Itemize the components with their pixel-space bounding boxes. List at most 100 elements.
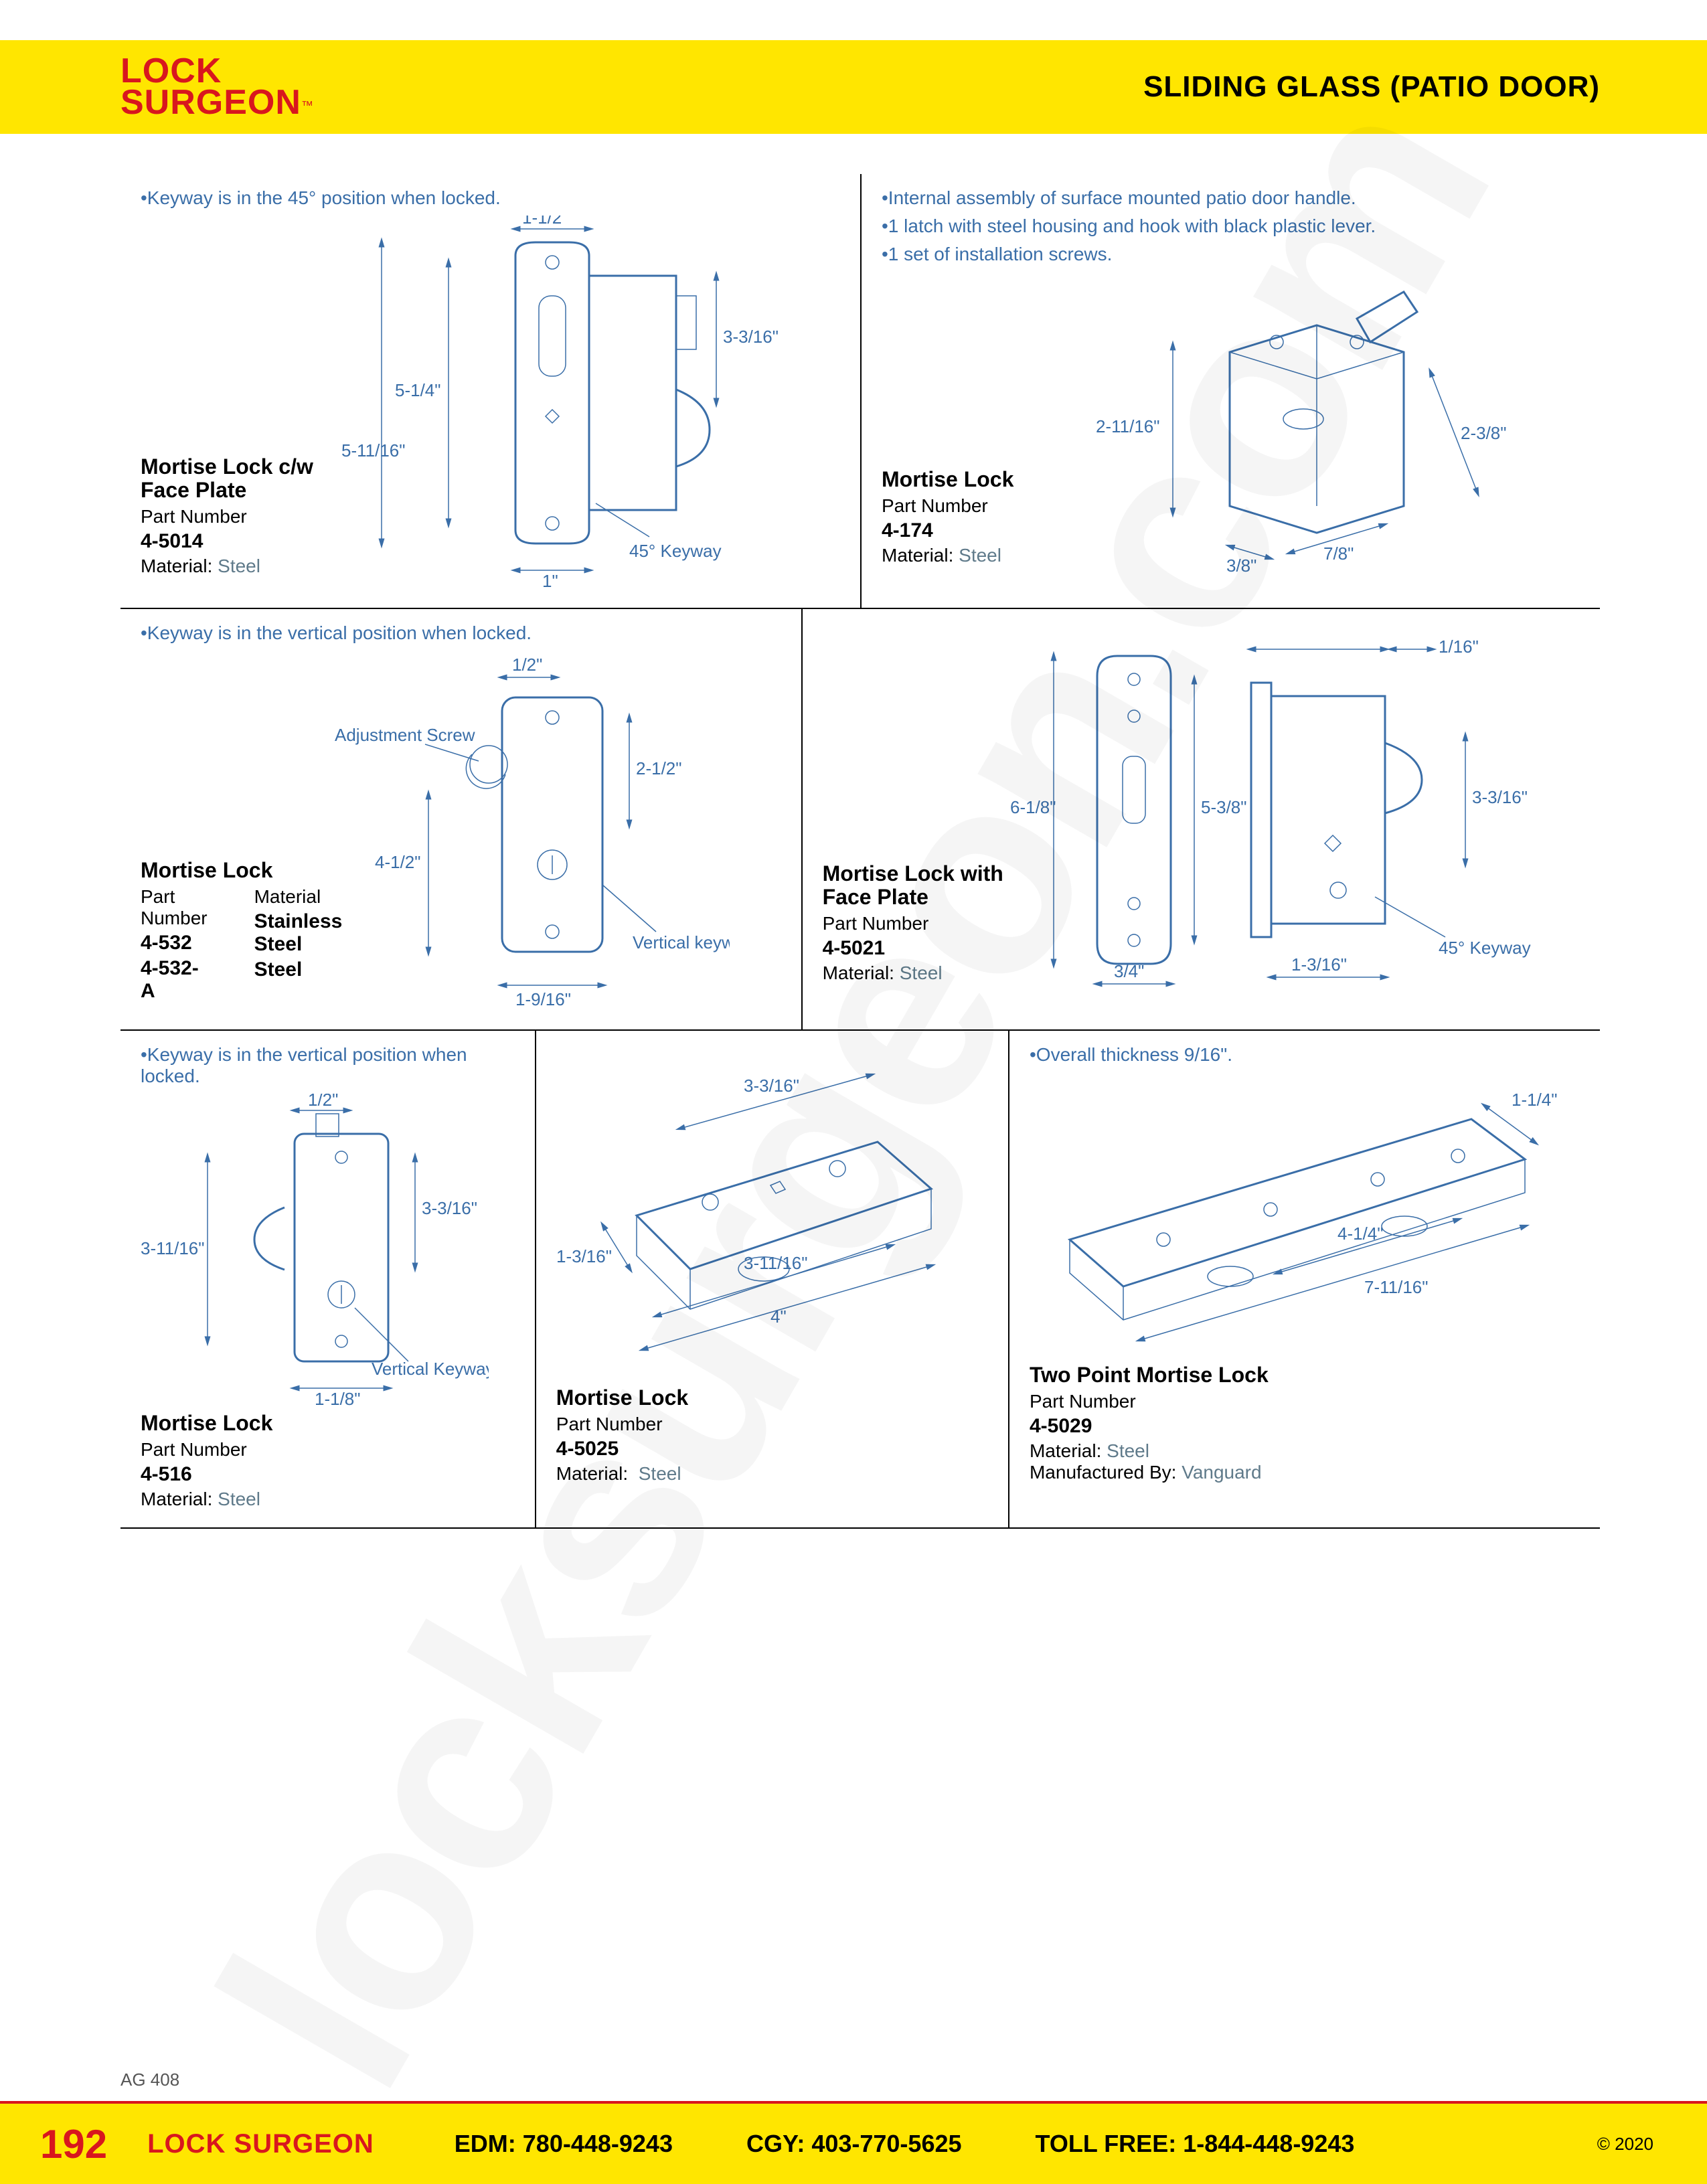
- note: •Overall thickness 9/16".: [1030, 1044, 1580, 1066]
- ag-code: AG 408: [120, 2070, 179, 2090]
- note3: •1 set of installation screws.: [882, 244, 1580, 265]
- product-title: Mortise Lock with Face Plate: [823, 862, 1010, 909]
- product-title: Mortise Lock: [141, 1412, 515, 1435]
- dim-d2: 3-11/16": [744, 1253, 807, 1273]
- dim-d: 3-3/16": [723, 327, 779, 347]
- part-number: 4-5021: [823, 937, 1010, 960]
- ann-vk: Vertical Keyway: [372, 1359, 489, 1379]
- footer-bar: 192 LOCK SURGEON EDM: 780-448-9243 CGY: …: [0, 2104, 1707, 2184]
- pn-label: Part Number: [1030, 1391, 1580, 1412]
- dim-d3: 4": [770, 1307, 787, 1327]
- product-title: Mortise Lock c/w Face Plate: [141, 455, 341, 502]
- dim-w: 7/8": [1323, 543, 1354, 564]
- panel-4-5029: •Overall thickness 9/16". 1-1/4" 4-1/4" …: [1008, 1031, 1600, 1527]
- dim-hin: 5-3/8": [1201, 797, 1247, 817]
- dim-wbody: 1-3/16": [1291, 954, 1347, 975]
- dim-end: 1-1/4": [1512, 1090, 1558, 1110]
- pn2: 4-532-A: [141, 957, 208, 1003]
- diagram-4-5021: 6-1/8" 5-3/8" 3/4" 1/16" 3-3/16" 1-3/16"…: [1010, 622, 1559, 997]
- note: •Keyway is in the vertical position when…: [141, 622, 781, 644]
- dim-d: 2-3/8": [1461, 423, 1507, 443]
- part-number: 4-174: [882, 519, 1069, 542]
- dim-top: 1/2": [308, 1094, 338, 1110]
- product-title: Mortise Lock: [882, 468, 1069, 491]
- row-2: •Keyway is in the vertical position when…: [120, 609, 1600, 1031]
- page-number: 192: [40, 2121, 107, 2167]
- footer-toll: TOLL FREE: 1-844-448-9243: [1036, 2130, 1355, 2158]
- material: Material: Steel: [141, 556, 341, 577]
- material: Material: Steel: [556, 1463, 988, 1485]
- dim-h: 3-11/16": [141, 1238, 204, 1258]
- dim-hout: 6-1/8": [1010, 797, 1056, 817]
- part-number: 4-516: [141, 1463, 515, 1486]
- brand-line2: SURGEON: [120, 83, 301, 122]
- diagram-4-5029: 1-1/4" 4-1/4" 7-11/16": [1030, 1072, 1578, 1360]
- material: Material: Steel: [1030, 1440, 1580, 1462]
- material: Material: Steel: [882, 545, 1069, 566]
- diagram-4-5014: 1-1/2" 5-1/4" 5-11/16" 3-3/16" 45° Keywa…: [341, 216, 810, 590]
- material: Material: Steel: [141, 1489, 515, 1510]
- dim-d: 3-3/16": [422, 1198, 477, 1218]
- dim-t: 3/8": [1226, 556, 1256, 576]
- panel-4-5025: 3-3/16" 3-11/16" 4" 1-3/16" Mortise Lock…: [535, 1031, 1008, 1527]
- content-area: •Keyway is in the 45° position when lock…: [120, 174, 1600, 1983]
- panel-4-5021: Mortise Lock with Face Plate Part Number…: [801, 609, 1600, 1029]
- dim-h: 2-11/16": [1096, 416, 1159, 436]
- panel-4-516: •Keyway is in the vertical position when…: [120, 1031, 535, 1527]
- material: Material: Steel: [823, 962, 1010, 984]
- product-title: Two Point Mortise Lock: [1030, 1363, 1580, 1387]
- pn-label: Part Number: [882, 495, 1069, 517]
- dim-d: 2-1/2": [636, 758, 682, 778]
- dim-t: 1/16": [1439, 637, 1479, 657]
- note: •Keyway is in the 45° position when lock…: [141, 187, 840, 209]
- dim-d: 3-3/16": [1472, 787, 1528, 807]
- dim-h-inner: 5-1/4": [395, 380, 441, 400]
- dim-h-outer: 5-11/16": [341, 440, 405, 460]
- ann-45: 45° Keyway: [1439, 938, 1531, 958]
- dim-h: 4-1/2": [375, 852, 421, 872]
- pn-label: Part Number: [823, 913, 1010, 934]
- note2: •1 latch with steel housing and hook wit…: [882, 216, 1580, 237]
- footer-copyright: © 2020: [1597, 2134, 1653, 2155]
- dim-wface: 3/4": [1114, 961, 1144, 981]
- panel-4-5014: •Keyway is in the 45° position when lock…: [120, 174, 860, 608]
- pn-label: Part Number: [141, 886, 208, 929]
- panel-4-174: •Internal assembly of surface mounted pa…: [860, 174, 1600, 608]
- row-3: •Keyway is in the vertical position when…: [120, 1031, 1600, 1529]
- diagram-4-5025: 3-3/16" 3-11/16" 4" 1-3/16": [556, 1068, 985, 1383]
- brand-tm: ™: [301, 99, 313, 112]
- dim-foot: 1-9/16": [515, 989, 571, 1009]
- dim-d1: 3-3/16": [744, 1076, 799, 1096]
- dim-foot: 1-1/8": [315, 1389, 361, 1408]
- pn-label: Part Number: [141, 1439, 515, 1460]
- brand-line1: LOCK: [120, 56, 313, 87]
- footer-cgy: CGY: 403-770-5625: [746, 2130, 962, 2158]
- ann-adj: Adjustment Screw: [335, 725, 475, 745]
- diagram-4-532: Adjustment Screw Vertical keyway 1/2" 4-…: [315, 651, 730, 1012]
- pn1: 4-532: [141, 932, 208, 954]
- dim-d1: 4-1/4": [1337, 1224, 1384, 1244]
- part-number: 4-5029: [1030, 1415, 1580, 1438]
- pn-label: Part Number: [556, 1414, 988, 1435]
- dim-top: 1-1/2": [522, 216, 568, 228]
- ann-vk: Vertical keyway: [633, 932, 730, 952]
- part-number: 4-5025: [556, 1438, 988, 1460]
- ann-keyway: 45° Keyway: [629, 541, 722, 561]
- footer-edm: EDM: 780-448-9243: [455, 2130, 673, 2158]
- footer-brand: LOCK SURGEON: [147, 2129, 374, 2159]
- dim-top: 1/2": [512, 655, 542, 675]
- note1: •Internal assembly of surface mounted pa…: [882, 187, 1580, 209]
- dim-d2: 7-11/16": [1364, 1277, 1428, 1297]
- brand-logo: LOCK SURGEON™: [120, 56, 313, 118]
- row-1: •Keyway is in the 45° position when lock…: [120, 174, 1600, 609]
- product-title: Mortise Lock: [556, 1386, 988, 1410]
- panel-4-532: •Keyway is in the vertical position when…: [120, 609, 801, 1029]
- dim-foot: 1": [542, 571, 558, 590]
- note: •Keyway is in the vertical position when…: [141, 1044, 515, 1087]
- page-title: SLIDING GLASS (PATIO DOOR): [1143, 70, 1600, 104]
- pn-label: Part Number: [141, 506, 341, 527]
- header-bar: LOCK SURGEON™ SLIDING GLASS (PATIO DOOR): [0, 40, 1707, 134]
- diagram-4-174: 2-11/16" 2-3/8" 3/8" 7/8": [1069, 272, 1538, 580]
- part-number: 4-5014: [141, 530, 341, 553]
- dim-side: 1-3/16": [556, 1246, 612, 1266]
